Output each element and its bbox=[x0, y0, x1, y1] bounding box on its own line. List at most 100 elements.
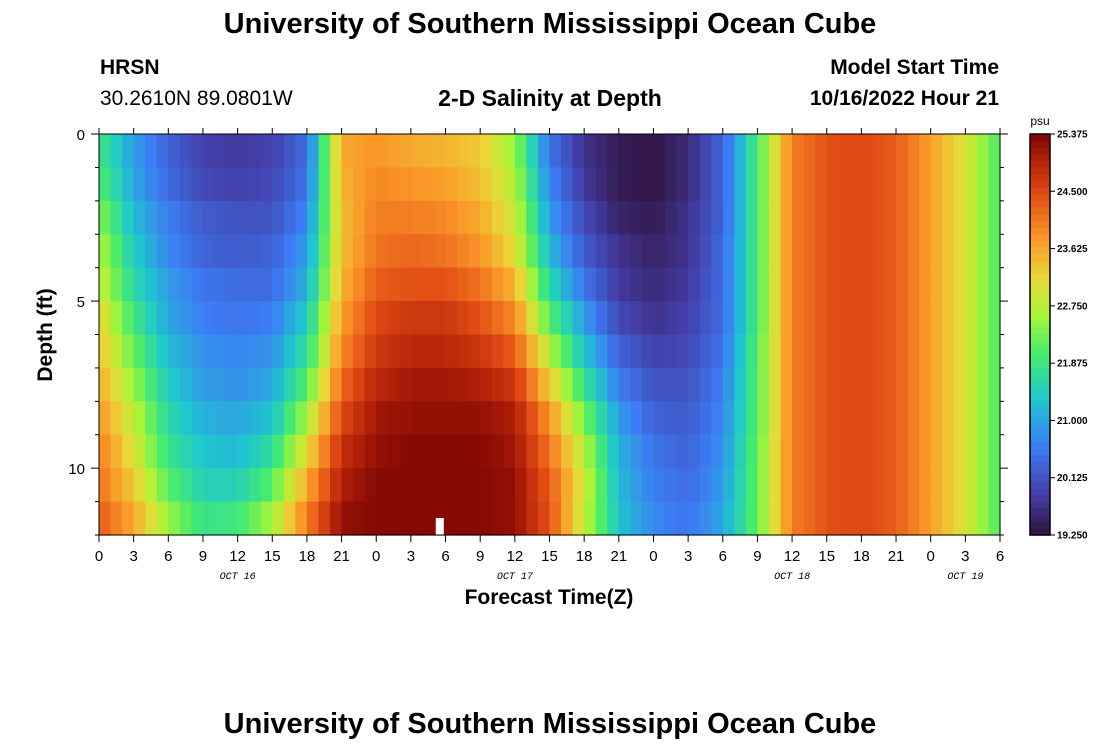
heatmap-cell bbox=[988, 401, 1001, 436]
heatmap-cell bbox=[353, 234, 366, 269]
heatmap-cell bbox=[156, 367, 169, 402]
heatmap-cell bbox=[387, 401, 400, 436]
heatmap-cell bbox=[202, 301, 216, 336]
heatmap-cell bbox=[768, 468, 782, 503]
heatmap-cell bbox=[168, 301, 181, 336]
x-tick-label: 6 bbox=[719, 548, 727, 565]
heatmap-cell bbox=[491, 401, 504, 436]
colorbar-segment bbox=[1030, 474, 1050, 483]
colorbar-segment bbox=[1030, 260, 1050, 269]
heatmap-cell bbox=[110, 468, 123, 503]
heatmap-cell bbox=[641, 501, 655, 536]
heatmap-cell bbox=[595, 501, 608, 536]
heatmap-cell bbox=[676, 501, 689, 536]
colorbar-tick-label: 23.625 bbox=[1057, 244, 1088, 255]
heatmap-cell bbox=[202, 134, 216, 169]
heatmap-cell bbox=[122, 401, 135, 436]
heatmap-cell bbox=[537, 234, 551, 269]
heatmap-cell bbox=[976, 501, 990, 536]
heatmap-cell bbox=[145, 501, 158, 536]
heatmap-cell bbox=[399, 401, 412, 436]
x-tick-label: 12 bbox=[784, 548, 801, 565]
heatmap-cell bbox=[341, 434, 354, 469]
heatmap-cell bbox=[145, 301, 158, 336]
heatmap-cell bbox=[768, 434, 782, 469]
heatmap-cell bbox=[156, 334, 169, 369]
heatmap-cell bbox=[110, 334, 123, 369]
heatmap-cell bbox=[884, 334, 897, 369]
heatmap-cell bbox=[711, 468, 724, 503]
heatmap-cell bbox=[503, 501, 516, 536]
heatmap-cell bbox=[953, 401, 966, 436]
heatmap-cell bbox=[584, 267, 597, 302]
heatmap-cell bbox=[272, 234, 285, 269]
day-label: OCT 17 bbox=[497, 572, 533, 583]
heatmap-cell bbox=[249, 301, 262, 336]
heatmap-cell bbox=[226, 334, 239, 369]
heatmap-cell bbox=[849, 401, 862, 436]
heatmap-cell bbox=[237, 234, 250, 269]
heatmap-cell bbox=[260, 234, 273, 269]
heatmap-cell bbox=[353, 301, 366, 336]
heatmap-cell bbox=[930, 434, 943, 469]
y-tick-label: 10 bbox=[68, 461, 85, 478]
heatmap-cell bbox=[861, 434, 874, 469]
heatmap-cell bbox=[514, 401, 527, 436]
heatmap-cell bbox=[226, 301, 239, 336]
heatmap-cell bbox=[641, 200, 655, 235]
heatmap-cell bbox=[896, 167, 909, 202]
heatmap-cell bbox=[826, 301, 839, 336]
heatmap-cell bbox=[584, 434, 597, 469]
heatmap-cell bbox=[99, 200, 112, 235]
heatmap-cell bbox=[318, 401, 331, 436]
heatmap-cell bbox=[514, 468, 527, 503]
heatmap-cell bbox=[306, 301, 320, 336]
heatmap-cell bbox=[919, 401, 932, 436]
heatmap-cell bbox=[988, 501, 1001, 536]
x-tick-label: 0 bbox=[927, 548, 935, 565]
heatmap-cell bbox=[249, 234, 262, 269]
heatmap-cell bbox=[630, 234, 643, 269]
heatmap-cell bbox=[792, 167, 805, 202]
heatmap-cell bbox=[191, 468, 204, 503]
heatmap-cell bbox=[145, 200, 158, 235]
heatmap-cell bbox=[503, 434, 516, 469]
heatmap-cell bbox=[665, 200, 678, 235]
heatmap-cell bbox=[699, 401, 712, 436]
heatmap-cell bbox=[318, 301, 331, 336]
colorbar-segment bbox=[1030, 394, 1050, 402]
heatmap-cell bbox=[133, 301, 146, 336]
heatmap-cell bbox=[260, 501, 273, 536]
heatmap-cell bbox=[976, 434, 990, 469]
heatmap-cell bbox=[364, 234, 377, 269]
heatmap-cell bbox=[745, 167, 759, 202]
heatmap-cell bbox=[191, 267, 204, 302]
heatmap-cell bbox=[272, 267, 285, 302]
heatmap-cell bbox=[330, 334, 343, 369]
heatmap-cell bbox=[768, 167, 782, 202]
heatmap-cell bbox=[711, 267, 724, 302]
heatmap-cell bbox=[711, 200, 724, 235]
day-label: OCT 19 bbox=[947, 572, 983, 583]
heatmap-cell bbox=[330, 134, 343, 169]
heatmap-cell bbox=[457, 401, 470, 436]
heatmap-cell bbox=[584, 134, 597, 169]
heatmap-cell bbox=[584, 468, 597, 503]
heatmap-cell bbox=[722, 267, 735, 302]
heatmap-cell bbox=[237, 434, 250, 469]
heatmap-cell bbox=[410, 134, 424, 169]
heatmap-cell bbox=[896, 401, 909, 436]
heatmap-cell bbox=[780, 234, 793, 269]
colorbar-segment bbox=[1030, 441, 1050, 449]
heatmap-cell bbox=[688, 234, 701, 269]
heatmap-cell bbox=[214, 234, 227, 269]
colorbar-segment bbox=[1030, 327, 1050, 336]
colorbar-segment bbox=[1030, 140, 1050, 148]
heatmap-cell bbox=[757, 200, 770, 235]
heatmap-cell bbox=[353, 367, 366, 402]
heatmap-cell bbox=[410, 367, 424, 402]
station-name: HRSN bbox=[100, 56, 160, 79]
heatmap-cell bbox=[537, 134, 551, 169]
heatmap-cell bbox=[930, 234, 943, 269]
heatmap-cell bbox=[815, 167, 828, 202]
